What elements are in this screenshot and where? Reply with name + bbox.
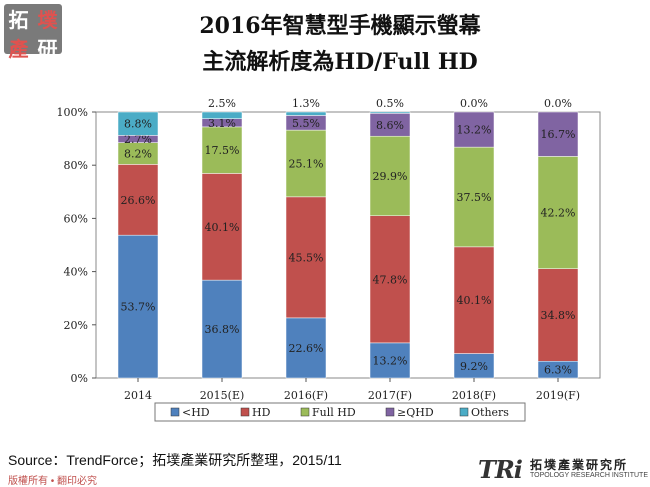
- chart-title-line-1: 2016年智慧型手機顯示螢幕: [199, 13, 481, 39]
- bar-data-label: 13.2%: [373, 354, 408, 367]
- legend-label: Full HD: [312, 406, 356, 419]
- bar-data-label: 6.3%: [544, 364, 572, 377]
- bar-data-label: 17.5%: [205, 144, 240, 157]
- bar-data-label: 40.1%: [205, 221, 240, 234]
- bar-data-label: 53.7%: [121, 301, 156, 314]
- logo-char: 研: [37, 37, 58, 61]
- bar-data-label: 8.8%: [124, 118, 152, 131]
- x-tick-label: 2018(F): [452, 389, 496, 402]
- bar-segment: [537, 111, 579, 157]
- y-tick-label: 40%: [64, 266, 88, 279]
- legend-label: <HD: [182, 406, 210, 419]
- legend-label: HD: [252, 406, 271, 419]
- y-tick-label: 20%: [64, 319, 88, 332]
- legend-label: ≥QHD: [397, 406, 434, 419]
- bar-data-label: 16.7%: [541, 128, 576, 141]
- logo: 拓 墣 產 研: [4, 4, 62, 61]
- bar-segment: [453, 111, 495, 148]
- bar-segment: [285, 317, 327, 379]
- legend-swatch: [170, 407, 180, 417]
- tri-name: 拓墣產業研究所: [530, 458, 629, 472]
- legend-box: [154, 402, 526, 422]
- bar-segment: [285, 196, 327, 319]
- bar-data-label: 2.7%: [124, 133, 152, 146]
- bar-data-label: 29.9%: [373, 170, 408, 183]
- x-tick-label: 2015(E): [200, 389, 245, 402]
- bar-data-label: 2.5%: [208, 97, 236, 110]
- bar-data-label: 0.0%: [544, 97, 572, 110]
- bar-segment: [201, 111, 243, 119]
- logo-char: 拓: [8, 8, 29, 32]
- bar-segment: [285, 129, 327, 198]
- bar-data-label: 0.0%: [460, 97, 488, 110]
- bar-segment: [201, 173, 243, 281]
- bar-segment: [453, 146, 495, 248]
- bar-segment: [537, 156, 579, 269]
- bar-segment: [537, 268, 579, 362]
- bar-segment: [285, 111, 327, 116]
- bar-data-label: 37.5%: [457, 191, 492, 204]
- bar-data-label: 8.6%: [376, 119, 404, 132]
- bar-segment: [117, 111, 159, 136]
- y-tick-label: 100%: [57, 106, 88, 119]
- bar-data-label: 3.1%: [208, 117, 236, 130]
- x-tick-label: 2017(F): [368, 389, 412, 402]
- bar-data-label: 36.8%: [205, 323, 240, 336]
- x-tick-label: 2019(F): [536, 389, 580, 402]
- bar-data-label: 26.6%: [121, 194, 156, 207]
- x-tick-label: 2014: [124, 389, 152, 402]
- bar-segment: [117, 164, 159, 236]
- y-tick-label: 0%: [71, 372, 88, 385]
- bar-segment: [369, 342, 411, 379]
- source-note: Source：TrendForce；拓墣產業研究所整理，2015/11: [8, 452, 342, 468]
- bar-segment: [453, 353, 495, 379]
- legend-swatch: [300, 407, 310, 417]
- bar-segment: [369, 111, 411, 114]
- bar-data-label: 0.5%: [376, 97, 404, 110]
- bar-data-label: 25.1%: [289, 157, 324, 170]
- logo-char: 墣: [37, 8, 58, 32]
- bar-segment: [201, 126, 243, 174]
- bar-data-label: 5.5%: [292, 117, 320, 130]
- bar-data-label: 8.2%: [124, 147, 152, 160]
- legend-swatch: [459, 407, 469, 417]
- tri-subtitle: TOPOLOGY RESEARCH INSTITUTE: [530, 472, 648, 479]
- bar-segment: [453, 246, 495, 354]
- copyright-note: 版權所有 • 翻印必究: [8, 476, 98, 487]
- bar-data-label: 40.1%: [457, 294, 492, 307]
- tri-logo: TRi: [478, 455, 523, 484]
- legend-label: Others: [471, 406, 509, 419]
- bar-data-label: 34.8%: [541, 309, 576, 322]
- bar-data-label: 1.3%: [292, 97, 320, 110]
- bar-segment: [117, 234, 159, 379]
- legend-swatch: [240, 407, 250, 417]
- y-tick-label: 60%: [64, 212, 88, 225]
- bar-data-label: 22.6%: [289, 342, 324, 355]
- logo-char: 產: [8, 37, 29, 61]
- bar-data-label: 9.2%: [460, 360, 488, 373]
- bar-data-label: 13.2%: [457, 124, 492, 137]
- y-tick-label: 80%: [64, 159, 88, 172]
- bar-data-label: 47.8%: [373, 273, 408, 286]
- bar-data-label: 42.2%: [541, 207, 576, 220]
- bar-segment: [369, 215, 411, 344]
- x-tick-label: 2016(F): [284, 389, 328, 402]
- chart-title-line-2: 主流解析度為HD/Full HD: [202, 49, 478, 75]
- bar-data-label: 45.5%: [289, 251, 324, 264]
- legend-swatch: [385, 407, 395, 417]
- plot-area: [95, 111, 601, 379]
